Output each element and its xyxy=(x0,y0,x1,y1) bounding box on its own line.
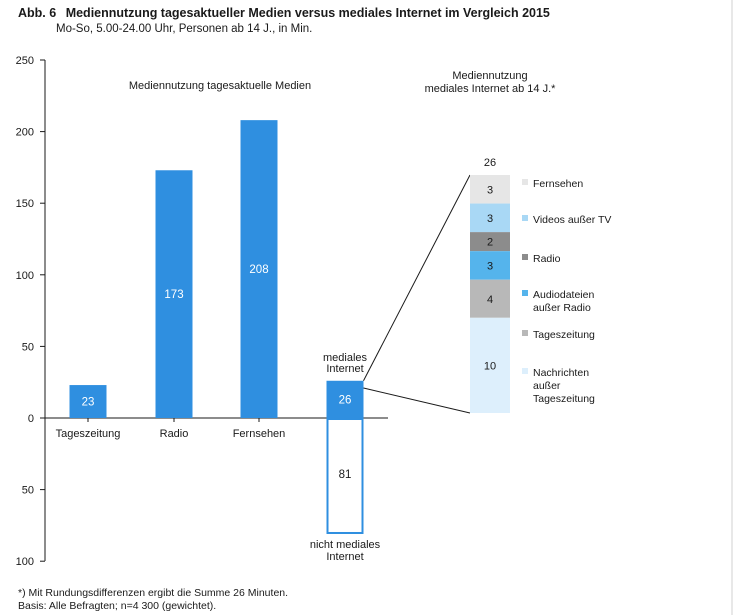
legend-swatch xyxy=(522,368,528,374)
bar-tageszeitung xyxy=(69,385,107,418)
figure-title: Mediennutzung tagesaktueller Medien vers… xyxy=(65,6,550,20)
legend-label: Nachrichten xyxy=(533,367,589,379)
legend-label: Videos außer TV xyxy=(533,214,611,226)
bar-value-label: 173 xyxy=(164,289,183,301)
legend-swatch xyxy=(522,215,528,221)
connector-line xyxy=(363,174,471,381)
legend-label: Audiodateien xyxy=(533,289,594,301)
legend-label: außer Radio xyxy=(533,302,591,314)
stack-segment xyxy=(470,279,510,318)
legend-swatch xyxy=(522,330,528,336)
legend-label: Fernsehen xyxy=(533,178,583,190)
stack-segment-label: 3 xyxy=(487,260,493,272)
bar-nicht-mediales-internet xyxy=(326,418,364,534)
legend-swatch xyxy=(522,179,528,185)
nicht-internet-label: Internet xyxy=(326,551,363,563)
x-tick-label: Tageszeitung xyxy=(56,428,121,440)
legend-swatch xyxy=(522,254,528,260)
y-tick-label: 200 xyxy=(16,127,34,139)
stack-segment-label: 3 xyxy=(487,184,493,196)
stack-segment-label: 2 xyxy=(487,237,493,249)
y-tick-label: 100 xyxy=(16,556,34,568)
stack-title: Mediennutzung xyxy=(452,70,527,82)
bar-value-label: 81 xyxy=(339,469,352,481)
connector-line xyxy=(363,387,471,414)
footnote-basis: Basis: Alle Befragten; n=4 300 (gewichte… xyxy=(18,600,217,612)
y-tick-label: 250 xyxy=(16,55,34,67)
nicht-internet-label: nicht mediales xyxy=(310,539,381,551)
figure-label: Abb. 6 xyxy=(18,6,57,20)
stack-segment-label: 3 xyxy=(487,213,493,225)
stack-segment-label: 4 xyxy=(487,294,493,306)
chart-title: Abb. 6 Mediennutzung tagesaktueller Medi… xyxy=(18,6,550,20)
stack-segment xyxy=(470,251,510,280)
y-tick-label: 0 xyxy=(28,413,34,425)
footnote-rounding: *) Mit Rundungsdifferenzen ergibt die Su… xyxy=(18,587,289,599)
internet-label: mediales xyxy=(323,352,368,364)
x-tick-label: Radio xyxy=(160,428,189,440)
y-tick-label: 50 xyxy=(22,485,34,497)
bar-value-label: 23 xyxy=(82,397,95,409)
stack-title: mediales Internet ab 14 J.* xyxy=(425,83,557,95)
bar-group-title: Mediennutzung tagesaktuelle Medien xyxy=(129,80,311,92)
bar-fernsehen xyxy=(240,120,278,419)
y-tick-label: 150 xyxy=(16,198,34,210)
legend-label: außer xyxy=(533,380,561,392)
bar-mediales-internet xyxy=(326,380,364,418)
internet-label: Internet xyxy=(326,363,363,375)
y-tick-label: 50 xyxy=(22,341,34,353)
x-tick-label: Fernsehen xyxy=(233,428,286,440)
chart-subtitle: Mo-So, 5.00-24.00 Uhr, Personen ab 14 J.… xyxy=(56,23,313,35)
stack-segment xyxy=(470,317,510,413)
stack-segment xyxy=(470,175,510,204)
legend-label: Radio xyxy=(533,253,561,265)
bar-value-label: 208 xyxy=(249,264,268,276)
y-tick-label: 100 xyxy=(16,270,34,282)
stack-segment xyxy=(470,203,510,233)
legend-label: Tageszeitung xyxy=(533,329,595,341)
stack-segment xyxy=(470,232,510,252)
bar-radio xyxy=(155,170,193,418)
bar-value-label: 26 xyxy=(339,394,352,406)
stack-total-label: 26 xyxy=(484,157,496,169)
stack-segment-label: 10 xyxy=(484,360,496,372)
legend-swatch xyxy=(522,290,528,296)
legend-label: Tageszeitung xyxy=(533,393,595,405)
